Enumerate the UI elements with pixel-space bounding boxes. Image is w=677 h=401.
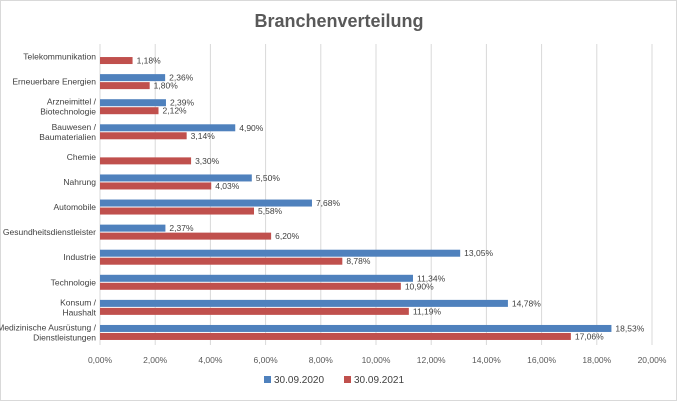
bar-30.09.2020 (100, 174, 252, 182)
category-label: Arzneimittel / (47, 97, 97, 107)
data-label: 5,58% (258, 206, 283, 216)
data-label: 14,78% (512, 298, 541, 308)
x-tick-label: 2,00% (143, 355, 168, 365)
category-label: Gesundheitsdienstleister (3, 227, 96, 237)
bars (100, 57, 612, 340)
bar-30.09.2021 (100, 107, 159, 115)
bar-30.09.2021 (100, 82, 150, 90)
gridlines (99, 44, 653, 345)
x-tick-label: 10,00% (362, 355, 391, 365)
category-label: Industrie (63, 252, 96, 262)
x-tick-label: 12,00% (417, 355, 446, 365)
category-label: Erneuerbare Energien (12, 77, 96, 87)
bar-30.09.2020 (100, 274, 413, 282)
data-label: 17,06% (575, 331, 604, 341)
x-tick-label: 16,00% (527, 355, 556, 365)
data-label: 11,34% (417, 273, 446, 283)
bar-30.09.2021 (100, 232, 272, 240)
data-label: 2,12% (163, 106, 188, 116)
category-label: Medizinische Ausrüstung / (0, 322, 97, 332)
data-label: 2,36% (169, 73, 194, 83)
category-label: Bauwesen / (52, 122, 97, 132)
category-label: Nahrung (63, 177, 96, 187)
data-label: 1,18% (137, 56, 162, 66)
bar-30.09.2021 (100, 157, 192, 165)
data-label: 3,30% (195, 156, 220, 166)
data-labels: 1,18% 2,36%1,80% 2,39%2,12% 4,90% 3,14% 3,30%… (137, 56, 645, 342)
data-label: 5,50% (256, 173, 281, 183)
bar-30.09.2021 (100, 182, 212, 190)
data-label: 4,03% (215, 181, 240, 191)
data-label: 18,53% (615, 323, 644, 333)
bar-30.09.2021 (100, 207, 255, 215)
legend: 30.09.2020 30.09.2021 (264, 375, 404, 386)
bar-30.09.2021 (100, 57, 133, 65)
legend-swatch (264, 376, 271, 383)
x-tick-label: 18,00% (582, 355, 611, 365)
x-tick-label: 14,00% (472, 355, 501, 365)
bar-30.09.2021 (100, 332, 571, 340)
bar-30.09.2020 (100, 299, 508, 307)
x-tick-label: 8,00% (309, 355, 334, 365)
data-label: 11,19% (413, 306, 442, 316)
bar-30.09.2020 (100, 224, 166, 232)
category-label: Automobile (53, 202, 96, 212)
data-label: 2,39% (170, 98, 195, 108)
legend-swatch (344, 376, 351, 383)
category-label: Chemie (67, 152, 97, 162)
category-labels: Telekommunikation Erneuerbare Energien Arz… (0, 52, 97, 343)
bar-30.09.2021 (100, 132, 187, 140)
data-label: 3,14% (191, 131, 216, 141)
legend-label: 30.09.2020 (274, 375, 324, 386)
data-label: 13,05% (464, 248, 493, 258)
category-label: Technologie (51, 277, 97, 287)
data-label: 1,80% (154, 81, 179, 91)
data-label: 6,20% (275, 231, 300, 241)
bar-30.09.2020 (100, 324, 612, 332)
category-label: Haushalt (62, 307, 96, 317)
bar-30.09.2020 (100, 124, 236, 132)
x-axis-tick-labels: 0,00% 2,00% 4,00% 6,00% 8,00% 10,00% 12,00% 14,… (88, 355, 667, 365)
x-tick-label: 0,00% (88, 355, 113, 365)
category-label: Baumaterialien (39, 132, 96, 142)
bar-30.09.2021 (100, 307, 409, 315)
data-label: 8,78% (346, 256, 371, 266)
category-label: Telekommunikation (23, 52, 96, 62)
category-label: Dienstleistungen (33, 332, 96, 342)
bar-30.09.2021 (100, 257, 343, 265)
bar-30.09.2020 (100, 249, 461, 257)
bar-30.09.2020 (100, 199, 312, 207)
category-label: Konsum / (60, 297, 97, 307)
data-label: 10,90% (405, 281, 434, 291)
bar-30.09.2020 (100, 99, 166, 107)
chart-title: Branchenverteilung (254, 11, 423, 31)
data-label: 7,68% (316, 198, 341, 208)
x-tick-label: 4,00% (198, 355, 223, 365)
data-label: 4,90% (239, 123, 264, 133)
bar-30.09.2021 (100, 282, 401, 290)
data-label: 2,37% (169, 223, 194, 233)
x-tick-label: 6,00% (254, 355, 279, 365)
category-label: Biotechnologie (40, 107, 96, 117)
bar-30.09.2020 (100, 74, 166, 82)
legend-label: 30.09.2021 (354, 375, 404, 386)
x-tick-label: 20,00% (638, 355, 667, 365)
